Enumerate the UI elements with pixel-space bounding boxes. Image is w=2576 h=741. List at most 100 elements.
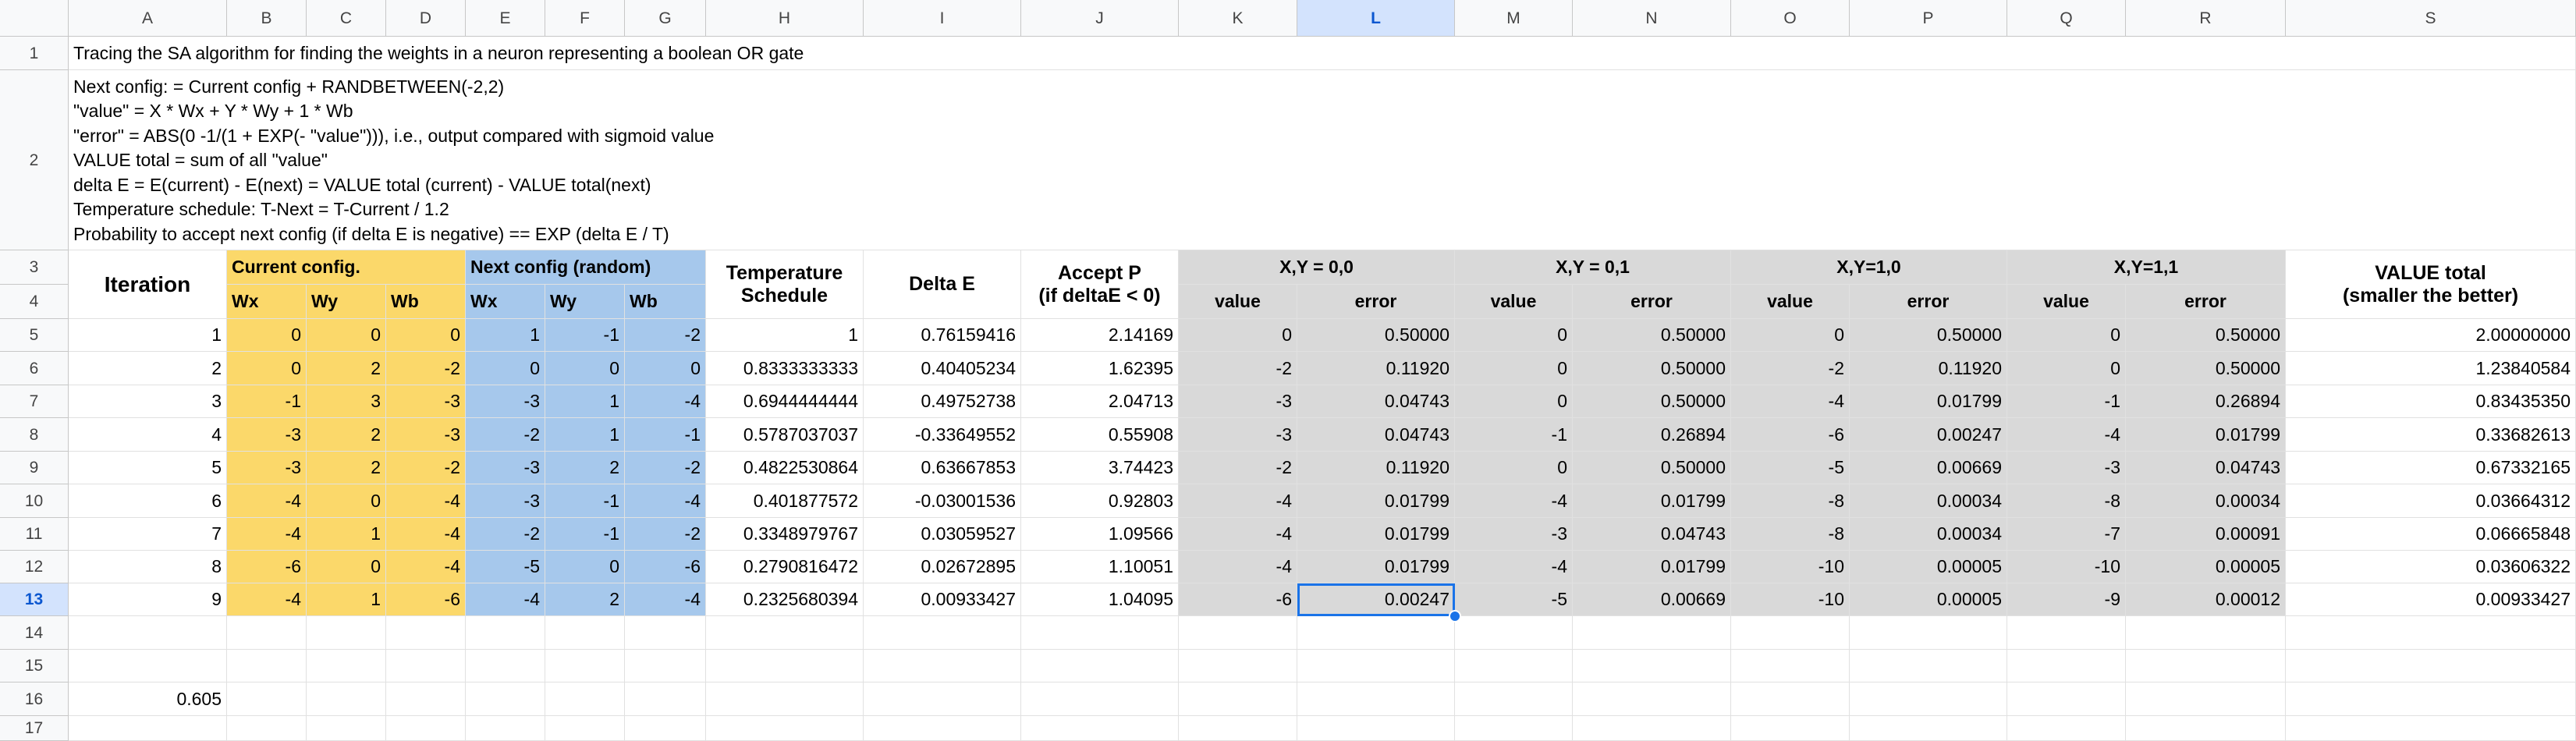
empty-cell[interactable] bbox=[466, 682, 545, 716]
empty-cell[interactable] bbox=[69, 716, 227, 741]
empty-cell[interactable] bbox=[386, 682, 466, 716]
data-cell[interactable]: 2 bbox=[545, 583, 625, 616]
data-cell[interactable]: 0 bbox=[1179, 319, 1297, 352]
data-cell[interactable]: 1.04095 bbox=[1021, 583, 1179, 616]
empty-cell[interactable] bbox=[2126, 682, 2286, 716]
data-cell[interactable]: 0.50000 bbox=[1573, 385, 1731, 418]
empty-cell[interactable] bbox=[864, 616, 1021, 650]
data-cell[interactable]: -4 bbox=[625, 385, 706, 418]
data-cell[interactable]: -0.33649552 bbox=[864, 418, 1021, 452]
empty-cell[interactable] bbox=[1455, 616, 1573, 650]
data-cell[interactable]: 0 bbox=[1455, 319, 1573, 352]
empty-cell[interactable] bbox=[1297, 716, 1455, 741]
data-cell[interactable]: 0.33682613 bbox=[2286, 418, 2576, 452]
data-cell[interactable]: -4 bbox=[625, 484, 706, 518]
data-cell[interactable]: -2 bbox=[386, 352, 466, 385]
empty-cell[interactable] bbox=[1731, 616, 1850, 650]
empty-cell[interactable] bbox=[69, 650, 227, 682]
current-wb-subheader[interactable]: Wb bbox=[386, 285, 466, 319]
row-header-1[interactable]: 1 bbox=[0, 37, 69, 70]
data-cell[interactable]: -3 bbox=[466, 385, 545, 418]
data-cell[interactable]: 0.00005 bbox=[1850, 583, 2007, 616]
data-cell[interactable]: 0.04743 bbox=[1297, 385, 1455, 418]
empty-cell[interactable] bbox=[864, 650, 1021, 682]
data-cell[interactable]: -4 bbox=[1455, 484, 1573, 518]
data-cell[interactable]: -4 bbox=[1179, 484, 1297, 518]
empty-cell[interactable] bbox=[1455, 682, 1573, 716]
column-header-E[interactable]: E bbox=[466, 0, 545, 37]
data-cell[interactable]: -4 bbox=[2007, 418, 2126, 452]
row-header-5[interactable]: 5 bbox=[0, 319, 69, 352]
empty-cell[interactable] bbox=[227, 616, 307, 650]
data-cell[interactable]: -4 bbox=[625, 583, 706, 616]
empty-cell[interactable] bbox=[1573, 682, 1731, 716]
data-cell[interactable]: 0 bbox=[227, 319, 307, 352]
data-cell[interactable]: -4 bbox=[1179, 518, 1297, 551]
empty-cell[interactable] bbox=[1297, 650, 1455, 682]
current-wy-subheader[interactable]: Wy bbox=[307, 285, 386, 319]
data-cell[interactable]: 1 bbox=[69, 319, 227, 352]
empty-cell[interactable] bbox=[1573, 650, 1731, 682]
column-header-L[interactable]: L bbox=[1297, 0, 1455, 37]
data-cell[interactable]: -2 bbox=[625, 518, 706, 551]
data-cell[interactable]: 3.74423 bbox=[1021, 452, 1179, 484]
data-cell[interactable]: -3 bbox=[466, 452, 545, 484]
data-cell[interactable]: 1 bbox=[545, 418, 625, 452]
data-cell[interactable]: 0 bbox=[307, 484, 386, 518]
data-cell[interactable]: -4 bbox=[386, 518, 466, 551]
empty-cell[interactable] bbox=[864, 682, 1021, 716]
data-cell[interactable]: -2 bbox=[1179, 352, 1297, 385]
data-cell[interactable]: 1.23840584 bbox=[2286, 352, 2576, 385]
data-cell[interactable]: -4 bbox=[227, 518, 307, 551]
data-cell[interactable]: 0 bbox=[307, 551, 386, 583]
empty-cell[interactable] bbox=[2286, 716, 2576, 741]
empty-cell[interactable] bbox=[545, 650, 625, 682]
data-cell[interactable]: 0.40405234 bbox=[864, 352, 1021, 385]
data-cell[interactable]: -2 bbox=[466, 418, 545, 452]
row-header-7[interactable]: 7 bbox=[0, 385, 69, 418]
empty-cell[interactable] bbox=[706, 616, 864, 650]
empty-cell[interactable] bbox=[307, 682, 386, 716]
row-header-13[interactable]: 13 bbox=[0, 583, 69, 616]
empty-cell[interactable] bbox=[307, 716, 386, 741]
data-cell[interactable]: 0.50000 bbox=[1573, 352, 1731, 385]
empty-cell[interactable] bbox=[2286, 682, 2576, 716]
selected-cell[interactable]: 0.00247 bbox=[1297, 583, 1455, 616]
data-cell[interactable]: -4 bbox=[227, 484, 307, 518]
empty-cell[interactable] bbox=[1179, 616, 1297, 650]
data-cell[interactable]: 0.5787037037 bbox=[706, 418, 864, 452]
data-cell[interactable]: 3 bbox=[69, 385, 227, 418]
empty-cell[interactable] bbox=[2286, 616, 2576, 650]
data-cell[interactable]: -2 bbox=[625, 452, 706, 484]
data-cell[interactable]: -1 bbox=[545, 518, 625, 551]
empty-cell[interactable] bbox=[2007, 650, 2126, 682]
empty-cell[interactable] bbox=[1021, 682, 1179, 716]
next-wb-subheader[interactable]: Wb bbox=[625, 285, 706, 319]
data-cell[interactable]: 0.76159416 bbox=[864, 319, 1021, 352]
empty-cell[interactable] bbox=[307, 650, 386, 682]
empty-cell[interactable] bbox=[1731, 650, 1850, 682]
data-cell[interactable]: -8 bbox=[2007, 484, 2126, 518]
data-cell[interactable]: 2 bbox=[307, 418, 386, 452]
column-header-P[interactable]: P bbox=[1850, 0, 2007, 37]
data-cell[interactable]: 0.03059527 bbox=[864, 518, 1021, 551]
empty-cell[interactable] bbox=[2126, 716, 2286, 741]
data-cell[interactable]: 0.04743 bbox=[2126, 452, 2286, 484]
data-cell[interactable]: 0.50000 bbox=[1297, 319, 1455, 352]
data-cell[interactable]: 0.00247 bbox=[1850, 418, 2007, 452]
row-header-10[interactable]: 10 bbox=[0, 484, 69, 518]
empty-cell[interactable] bbox=[1021, 650, 1179, 682]
data-cell[interactable]: 0.26894 bbox=[2126, 385, 2286, 418]
data-cell[interactable]: -3 bbox=[386, 418, 466, 452]
data-cell[interactable]: 0.04743 bbox=[1573, 518, 1731, 551]
data-cell[interactable]: 0.83435350 bbox=[2286, 385, 2576, 418]
data-cell[interactable]: 0.3348979767 bbox=[706, 518, 864, 551]
data-cell[interactable]: 0.00005 bbox=[2126, 551, 2286, 583]
data-cell[interactable]: -5 bbox=[466, 551, 545, 583]
data-cell[interactable]: 0.03606322 bbox=[2286, 551, 2576, 583]
column-header-R[interactable]: R bbox=[2126, 0, 2286, 37]
data-cell[interactable]: -4 bbox=[1179, 551, 1297, 583]
empty-cell[interactable] bbox=[1850, 682, 2007, 716]
data-cell[interactable]: 0.8333333333 bbox=[706, 352, 864, 385]
